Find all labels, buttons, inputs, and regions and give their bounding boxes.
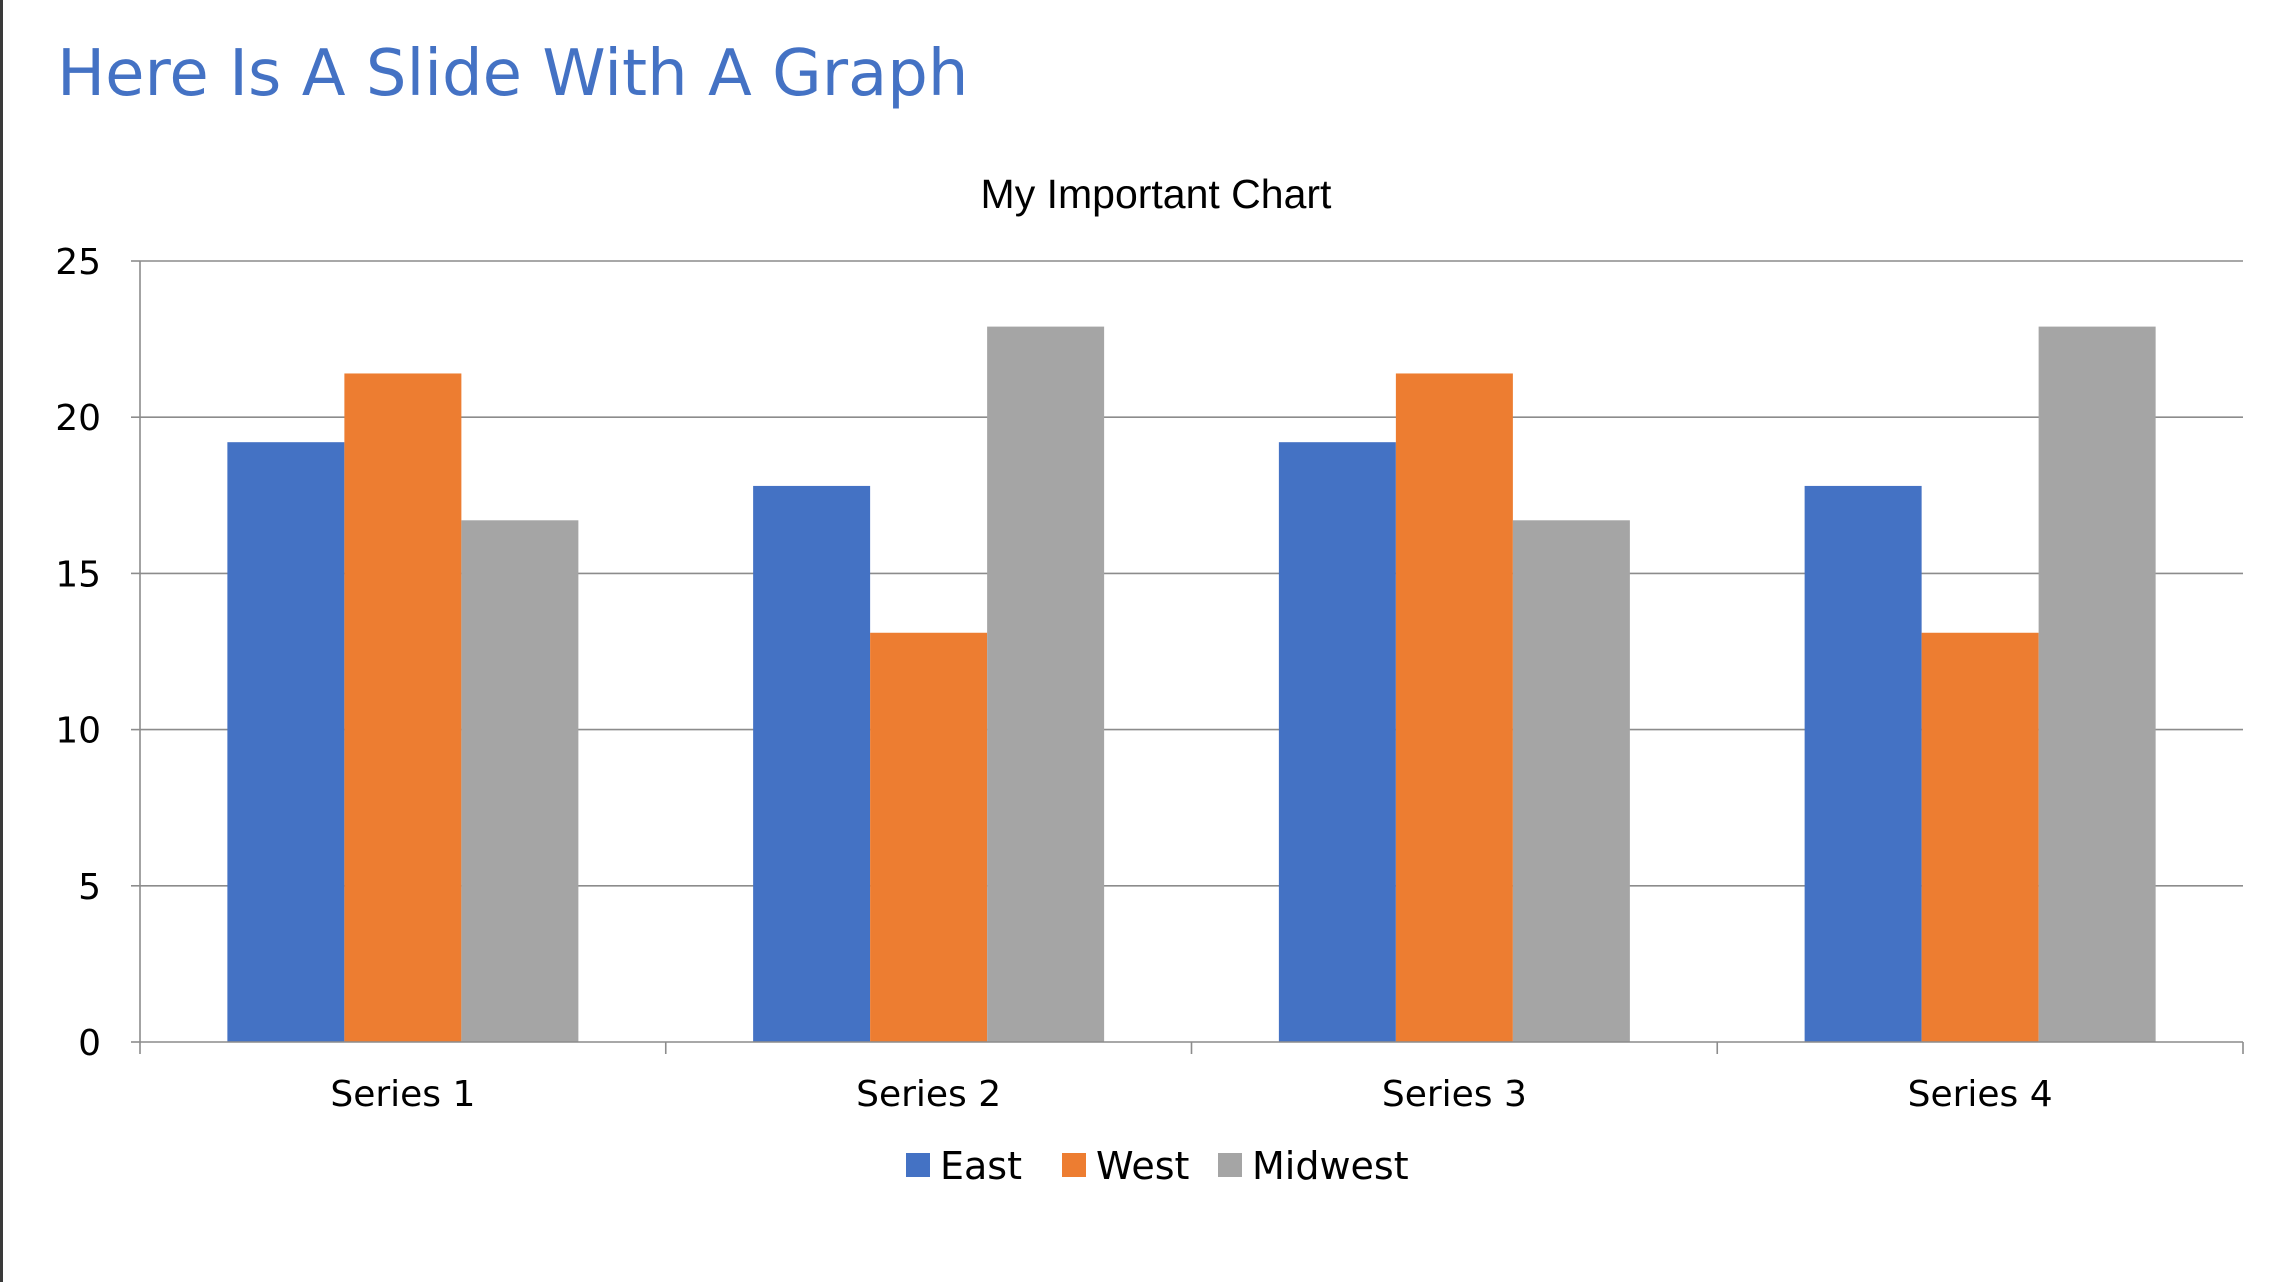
x-axis (139, 1041, 2244, 1054)
category-label: Series 4 (1908, 1074, 2053, 1115)
bar-midwest-2 (987, 326, 1105, 1042)
legend-label-east: East (940, 1144, 1022, 1188)
bar-west-2 (870, 632, 988, 1042)
legend: East West Midwest (906, 1144, 1409, 1188)
y-tick-label: 15 (55, 554, 101, 595)
category-label: Series 3 (1382, 1074, 1527, 1115)
legend-label-midwest: Midwest (1252, 1144, 1409, 1188)
bar-west-4 (1921, 632, 2039, 1042)
category-labels: Series 1 Series 2 Series 3 Series 4 (330, 1074, 2052, 1115)
bar-east-2 (753, 485, 871, 1043)
bar-midwest-1 (461, 520, 579, 1042)
y-tick-label: 10 (55, 711, 101, 752)
legend-label-west: West (1096, 1144, 1189, 1188)
legend-swatch-east (906, 1153, 930, 1177)
y-tick-label: 5 (78, 867, 101, 908)
legend-swatch-midwest (1218, 1153, 1242, 1177)
y-axis-ticks: 0 5 10 15 20 25 (55, 242, 141, 1064)
bar-east-1 (227, 442, 345, 1042)
y-tick-label: 0 (78, 1023, 101, 1064)
legend-swatch-west (1062, 1153, 1086, 1177)
bar-west-3 (1395, 373, 1513, 1042)
y-tick-label: 20 (55, 398, 101, 439)
bar-west-1 (344, 373, 462, 1042)
y-tick-label: 25 (55, 242, 101, 283)
bar-midwest-4 (2038, 326, 2156, 1042)
category-label: Series 1 (330, 1074, 475, 1115)
chart-title: My Important Chart (981, 171, 1332, 217)
slide-title: Here Is A Slide With A Graph (57, 37, 969, 111)
bar-east-3 (1278, 442, 1396, 1042)
bars (227, 326, 2156, 1043)
bar-east-4 (1804, 485, 1922, 1043)
category-label: Series 2 (856, 1074, 1001, 1115)
bar-midwest-3 (1512, 520, 1630, 1042)
